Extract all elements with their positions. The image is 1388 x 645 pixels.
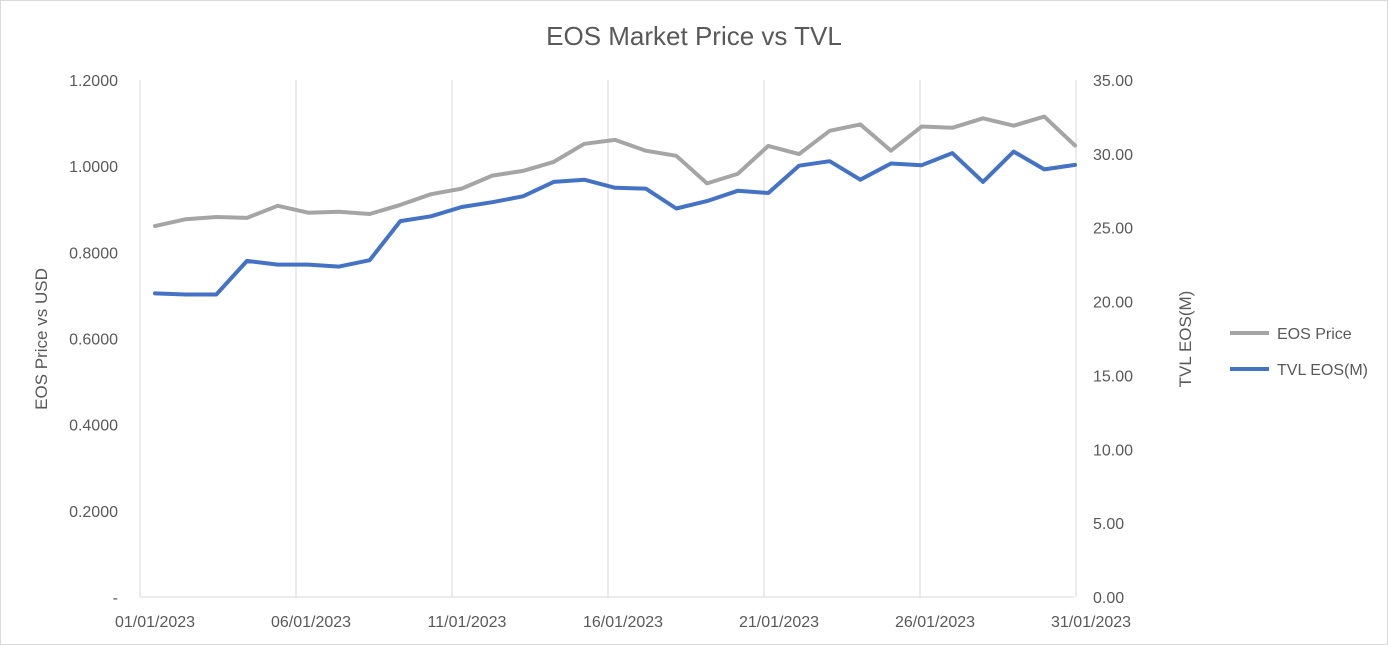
legend-label: TVL EOS(M) <box>1277 362 1368 379</box>
series-lines <box>153 114 1077 297</box>
data-point <box>798 153 800 155</box>
data-point <box>491 175 493 177</box>
data-point <box>338 266 340 268</box>
data-point <box>399 204 401 206</box>
data-point <box>307 264 309 266</box>
data-point <box>798 165 800 167</box>
data-point <box>307 212 309 214</box>
right-tick-label: 5.00 <box>1093 516 1124 533</box>
data-point <box>767 192 769 194</box>
right-tick-label: 25.00 <box>1093 221 1133 238</box>
data-point <box>982 181 984 183</box>
left-axis-title: EOS Price vs USD <box>32 268 51 410</box>
left-tick-label: 1.2000 <box>69 73 118 90</box>
x-tick-label: 01/01/2023 <box>115 614 195 631</box>
legend: EOS Price TVL EOS(M) <box>1230 326 1368 379</box>
data-point <box>154 225 156 227</box>
data-point <box>185 218 187 220</box>
data-point <box>706 200 708 202</box>
data-point <box>614 139 616 141</box>
data-point <box>277 205 279 207</box>
x-tick-label: 11/01/2023 <box>428 614 507 631</box>
data-point <box>982 117 984 119</box>
data-point <box>921 126 923 128</box>
right-tick-label: 0.00 <box>1093 590 1124 607</box>
grid-lines <box>139 80 1077 598</box>
right-axis-title: TVL EOS(M) <box>1176 291 1195 388</box>
data-point <box>890 162 892 164</box>
data-point <box>951 127 953 129</box>
data-point <box>737 190 739 192</box>
data-point <box>1043 168 1045 170</box>
left-tick-label: 0.4000 <box>69 418 118 435</box>
data-point <box>1074 164 1076 166</box>
data-point <box>645 150 647 152</box>
data-point <box>737 173 739 175</box>
data-point <box>583 143 585 145</box>
data-point <box>767 145 769 147</box>
data-point <box>645 188 647 190</box>
series-line-eos-price <box>153 114 1077 229</box>
data-point <box>890 150 892 152</box>
left-tick-label: - <box>113 590 118 607</box>
x-tick-label: 26/01/2023 <box>895 614 975 631</box>
data-point <box>829 130 831 132</box>
left-tick-label: 1.0000 <box>69 159 118 176</box>
data-point <box>921 164 923 166</box>
series-line-tvl-eos <box>153 149 1077 297</box>
right-axis-ticks: 0.00 5.00 10.00 15.00 20.00 25.00 30.00 35.00 <box>1093 73 1133 607</box>
data-point <box>461 206 463 208</box>
data-point <box>553 161 555 163</box>
x-tick-label: 16/01/2023 <box>583 614 663 631</box>
data-point <box>369 259 371 261</box>
data-point <box>522 170 524 172</box>
left-axis-ticks: - 0.2000 0.4000 0.6000 0.8000 1.0000 1.2000 <box>69 73 118 607</box>
data-point <box>1013 125 1015 127</box>
right-tick-label: 20.00 <box>1093 295 1133 312</box>
data-point <box>583 179 585 181</box>
x-tick-label: 06/01/2023 <box>271 614 351 631</box>
chart-title: EOS Market Price vs TVL <box>546 21 842 51</box>
data-point <box>430 193 432 195</box>
data-point <box>491 201 493 203</box>
data-point <box>1074 144 1076 146</box>
legend-label: EOS Price <box>1277 326 1352 343</box>
data-point <box>399 220 401 222</box>
data-point <box>553 181 555 183</box>
data-point <box>185 293 187 295</box>
data-point <box>215 293 217 295</box>
data-point <box>277 264 279 266</box>
data-point <box>522 195 524 197</box>
data-point <box>338 211 340 213</box>
data-point <box>859 123 861 125</box>
data-point <box>675 208 677 210</box>
left-tick-label: 0.8000 <box>69 245 118 262</box>
x-axis-ticks: 01/01/2023 06/01/2023 11/01/2023 16/01/2023… <box>115 614 1131 631</box>
right-tick-label: 10.00 <box>1093 442 1133 459</box>
data-point <box>1043 116 1045 118</box>
data-point <box>706 182 708 184</box>
data-point <box>1013 151 1015 153</box>
data-point <box>369 213 371 215</box>
data-point <box>951 152 953 154</box>
left-tick-label: 0.2000 <box>69 504 118 521</box>
left-tick-label: 0.6000 <box>69 332 118 349</box>
x-tick-label: 21/01/2023 <box>739 614 819 631</box>
data-point <box>430 215 432 217</box>
data-point <box>859 179 861 181</box>
data-point <box>246 260 248 262</box>
data-point <box>461 188 463 190</box>
data-point <box>215 216 217 218</box>
x-tick-label: 31/01/2023 <box>1051 614 1131 631</box>
data-point <box>154 292 156 294</box>
data-point <box>614 187 616 189</box>
data-point <box>829 160 831 162</box>
data-point <box>675 155 677 157</box>
data-point <box>246 217 248 219</box>
right-tick-label: 30.00 <box>1093 147 1133 164</box>
right-tick-label: 15.00 <box>1093 368 1133 385</box>
right-tick-label: 35.00 <box>1093 73 1133 90</box>
